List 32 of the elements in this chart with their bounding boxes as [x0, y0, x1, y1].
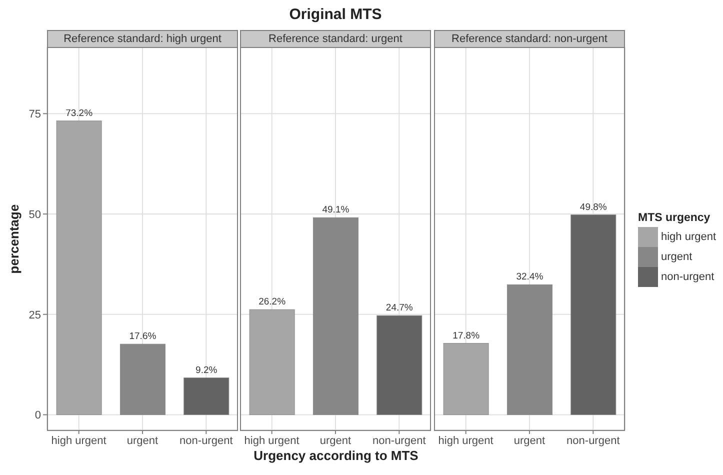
chart-subtitle: Reference standard: high urgent: [47, 30, 238, 48]
chart-title: Original MTS: [288, 6, 383, 23]
y-tick-label: 75: [28, 108, 41, 121]
y-tick-label: 0: [34, 410, 41, 422]
x-tick-label: non-urgent: [180, 434, 233, 447]
chart-subtitle: Reference standard: non-urgent: [434, 30, 625, 48]
legend-label: non-urgent: [661, 271, 714, 283]
legend-label: urgent: [661, 251, 692, 263]
data-label: 26.2%: [258, 296, 286, 308]
data-label: 17.8%: [452, 330, 480, 342]
data-label: 49.1%: [322, 204, 350, 216]
x-tick-label: high urgent: [438, 434, 494, 447]
x-tick-label: urgent: [126, 434, 158, 447]
y-tick-label: 50: [28, 208, 41, 221]
data-label: 9.2%: [196, 364, 218, 376]
x-tick-label: high urgent: [244, 434, 300, 447]
y-axis-title: percentage: [6, 204, 22, 274]
legend-label: high urgent: [661, 231, 716, 243]
x-tick-label: urgent: [320, 434, 352, 447]
x-axis-title: Urgency according to MTS: [252, 448, 420, 463]
x-tick-label: non-urgent: [372, 434, 426, 447]
data-label: 32.4%: [516, 272, 544, 283]
x-tick-label: high urgent: [51, 434, 106, 447]
data-label: 73.2%: [66, 108, 94, 119]
y-tick-label: 25: [28, 309, 41, 322]
data-label: 17.6%: [129, 331, 157, 342]
chart-subtitle: Reference standard: urgent: [240, 30, 431, 48]
data-label: 24.7%: [386, 302, 414, 314]
x-tick-label: urgent: [514, 434, 546, 447]
data-label: 49.8%: [580, 202, 608, 213]
x-tick-label: non-urgent: [566, 434, 620, 447]
legend-title: MTS urgency: [638, 212, 712, 224]
